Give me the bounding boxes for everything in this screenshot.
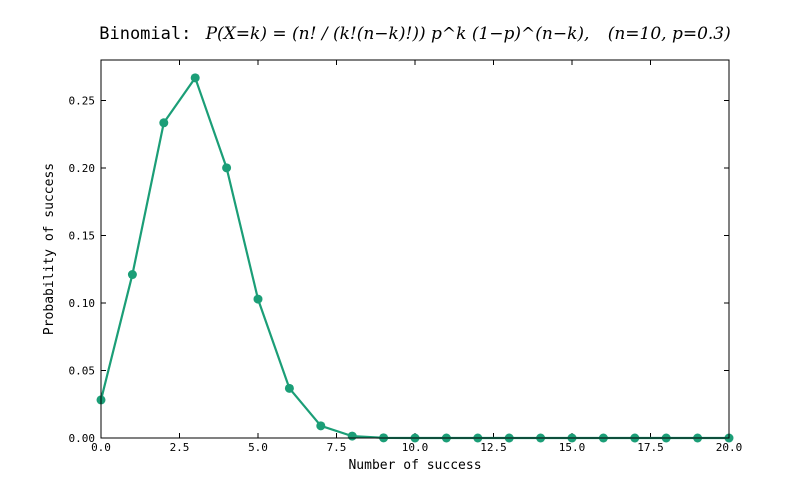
x-axis-label: Number of success	[348, 458, 481, 473]
x-tick-label: 17.5	[637, 441, 664, 454]
x-tick-label: 10.0	[402, 441, 429, 454]
data-point-3	[190, 73, 200, 83]
y-axis-ticks: 0.00 0.05 0.10 0.15 0.20 0.25	[69, 95, 729, 445]
title-params: (n=10, p=0.3)	[608, 24, 731, 44]
data-point-5	[253, 294, 263, 304]
series-line-0	[99, 76, 729, 440]
data-point-4	[222, 163, 232, 173]
x-tick-label: 2.5	[170, 441, 190, 454]
chart-title: Binomial: P(X=k) = (n! / (k!(n−k)!)) p^k…	[99, 24, 731, 44]
x-tick-label: 5.0	[248, 441, 268, 454]
y-axis-label: Probability of success	[42, 163, 57, 335]
title-prefix: Binomial:	[99, 24, 191, 44]
data-point-6	[284, 383, 294, 393]
x-axis-ticks: 0.0 2.5 5.0 7.5 10.0 12.5 15.0 17.5 20.0	[91, 60, 742, 454]
plot-frame	[100, 59, 730, 439]
x-tick-label: 0.0	[91, 441, 111, 454]
y-tick-label: 0.15	[69, 230, 96, 243]
data-point-2	[159, 118, 169, 128]
data-point-8	[347, 431, 357, 441]
series-layer	[96, 73, 734, 443]
data-point-7	[316, 421, 326, 431]
x-tick-label: 7.5	[327, 441, 347, 454]
y-tick-label: 0.25	[69, 95, 96, 108]
y-tick-label: 0.20	[69, 162, 96, 175]
x-tick-label: 20.0	[716, 441, 743, 454]
x-tick-label: 12.5	[480, 441, 507, 454]
y-tick-label: 0.00	[69, 432, 96, 445]
title-formula: P(X=k) = (n! / (k!(n−k)!)) p^k (1−p)^(n−…	[205, 24, 590, 44]
y-tick-label: 0.10	[69, 297, 96, 310]
x-tick-label: 15.0	[559, 441, 586, 454]
data-point-1	[127, 270, 137, 280]
y-tick-label: 0.05	[69, 365, 96, 378]
